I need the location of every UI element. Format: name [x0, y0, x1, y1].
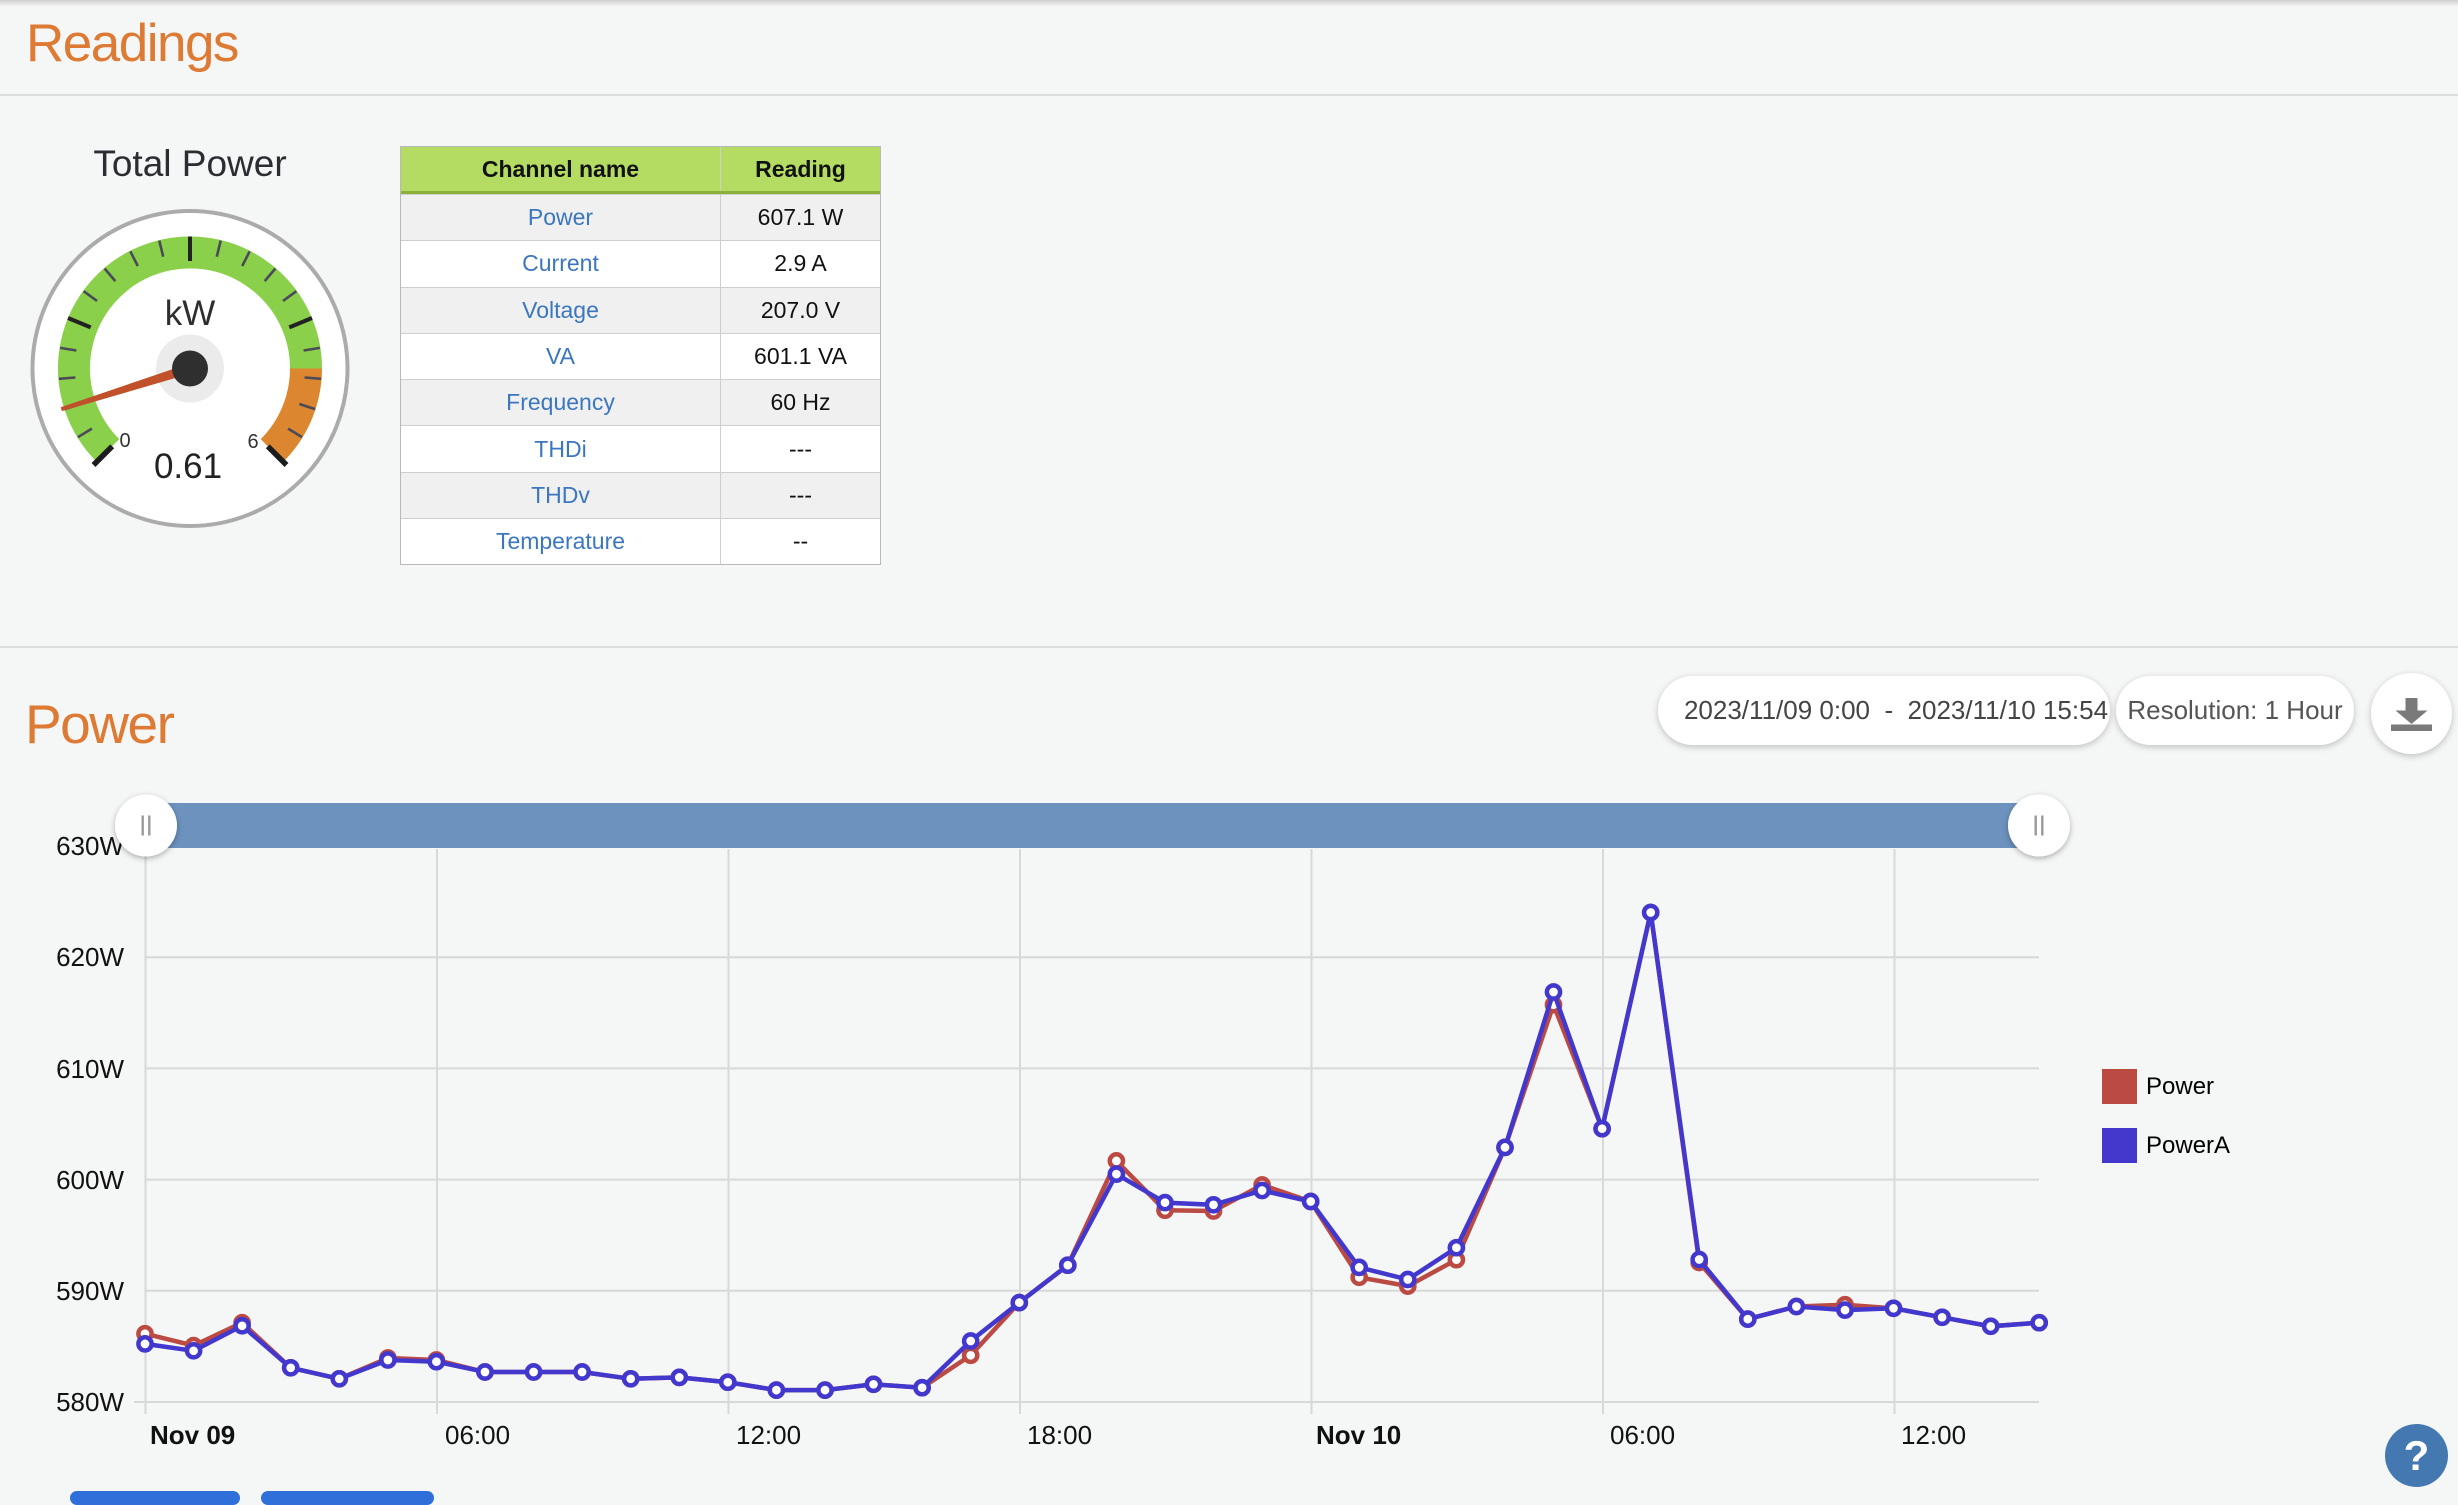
svg-text:Nov 10: Nov 10 [1316, 1420, 1401, 1450]
svg-text:12:00: 12:00 [1901, 1420, 1966, 1450]
svg-text:600W: 600W [56, 1165, 124, 1195]
svg-text:590W: 590W [56, 1276, 124, 1306]
svg-text:610W: 610W [56, 1054, 124, 1084]
svg-text:Nov 09: Nov 09 [150, 1420, 235, 1450]
svg-text:0: 0 [119, 430, 130, 452]
svg-text:620W: 620W [56, 942, 124, 972]
svg-text:18:00: 18:00 [1027, 1420, 1092, 1450]
svg-text:12:00: 12:00 [736, 1420, 801, 1450]
svg-text:0.61: 0.61 [154, 447, 222, 486]
svg-text:kW: kW [165, 294, 216, 333]
svg-text:06:00: 06:00 [445, 1420, 510, 1450]
svg-text:6: 6 [247, 431, 258, 453]
svg-text:630W: 630W [56, 831, 124, 861]
svg-text:580W: 580W [56, 1387, 124, 1417]
svg-text:06:00: 06:00 [1610, 1420, 1675, 1450]
